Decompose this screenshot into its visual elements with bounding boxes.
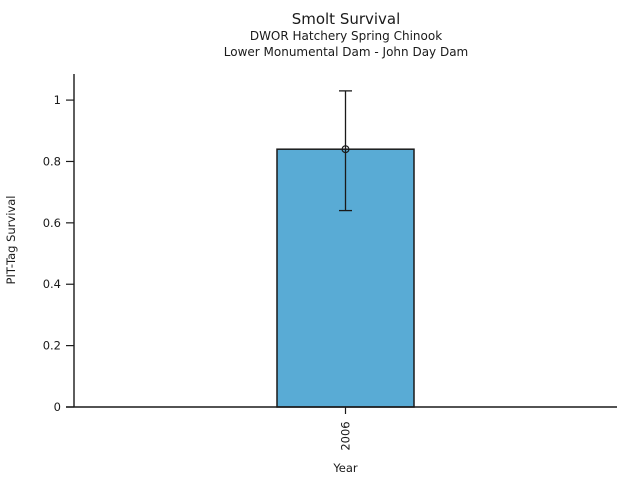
y-axis-title: PIT-Tag Survival [4, 196, 18, 285]
y-tick-label: 1 [54, 93, 61, 107]
point-marker-circle [341, 145, 350, 154]
y-tick-label: 0.8 [43, 154, 61, 168]
y-tick-label: 0.4 [43, 277, 61, 291]
x-tick-label: 2006 [339, 421, 353, 450]
y-tick-label: 0.6 [43, 216, 61, 230]
chart-subtitle-reach: Lower Monumental Dam - John Day Dam [223, 45, 469, 59]
x-axis-title: Year [332, 461, 358, 475]
y-tick-label: 0 [54, 400, 61, 414]
chart-title: Smolt Survival [291, 10, 401, 28]
y-tick-label: 0.2 [43, 339, 61, 353]
chart-subtitle-hatchery: DWOR Hatchery Spring Chinook [249, 29, 443, 43]
